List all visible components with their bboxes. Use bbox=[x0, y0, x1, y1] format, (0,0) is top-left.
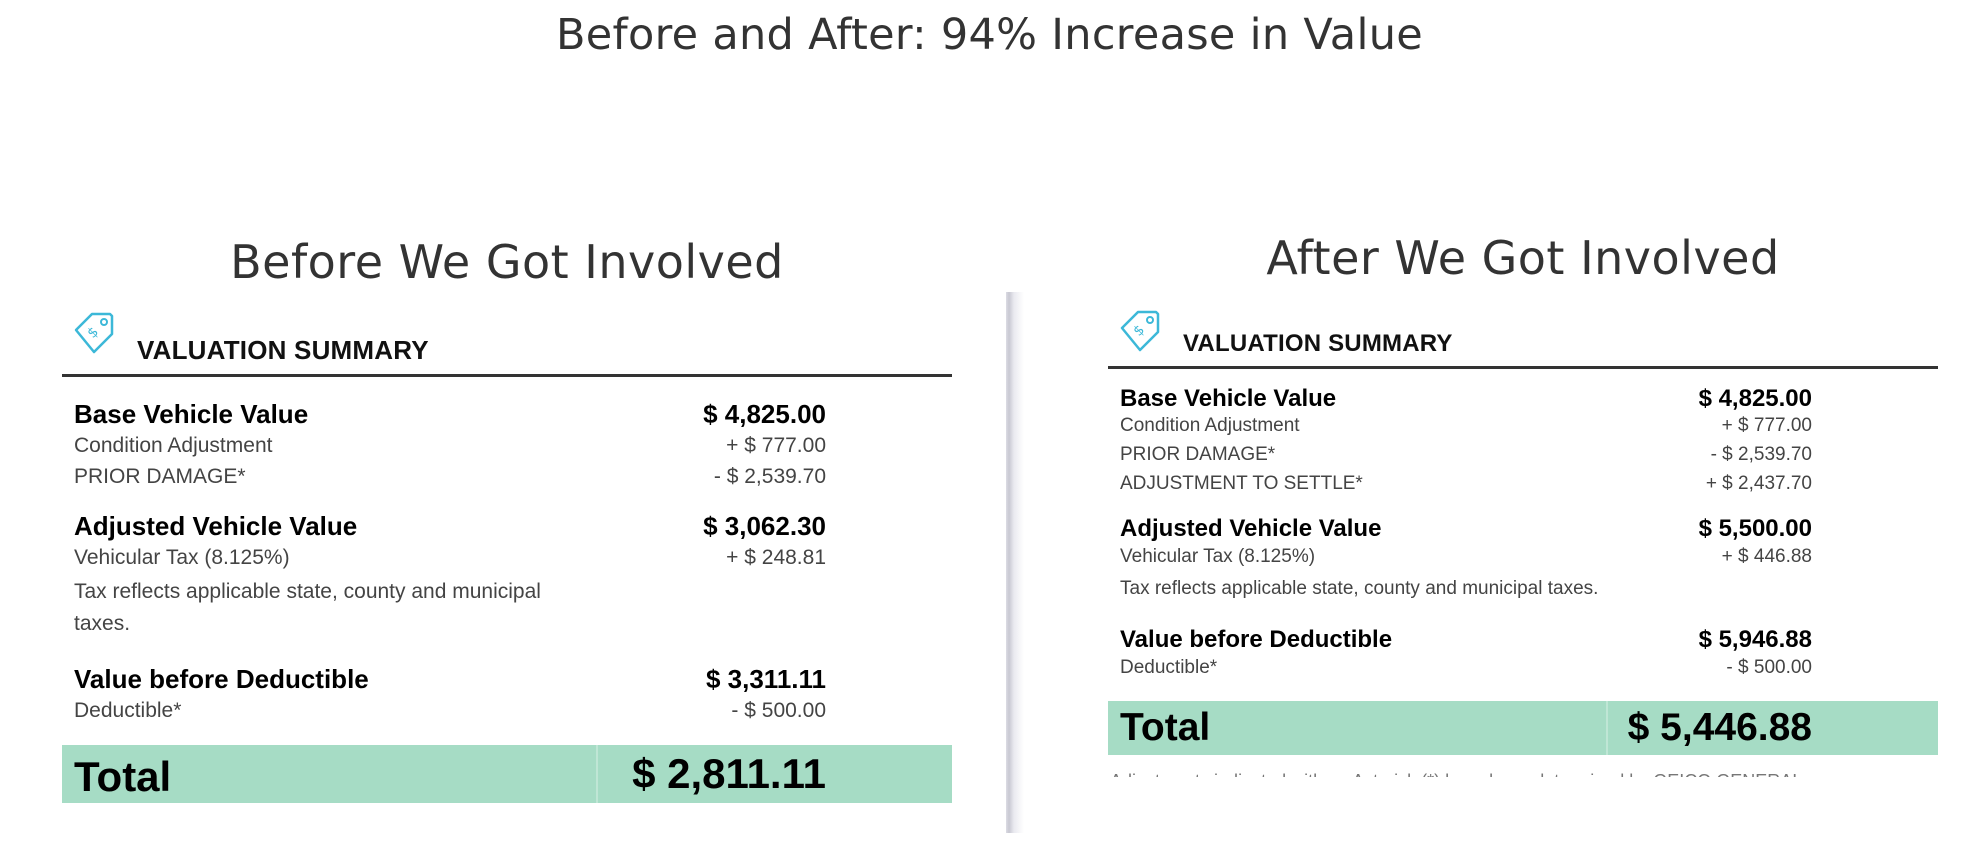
before-valuation-document: $ VALUATION SUMMARY Base Vehicle Value $… bbox=[62, 312, 952, 803]
vehicular-tax-label: Vehicular Tax (8.125%) bbox=[1120, 546, 1316, 567]
page-title: Before and After: 94% Increase in Value bbox=[555, 10, 1424, 60]
after-heading: After We Got Involved bbox=[1266, 231, 1780, 285]
adjusted-vehicle-value-label: Adjusted Vehicle Value bbox=[1120, 515, 1382, 542]
adjustment-to-settle-row: ADJUSTMENT TO SETTLE* + $ 2,437.70 bbox=[1108, 473, 1938, 495]
total-amount: $ 5,446.88 bbox=[1627, 706, 1812, 749]
price-tag-dollar-icon: $ bbox=[70, 312, 118, 362]
deductible-row: Deductible* - $ 500.00 bbox=[1108, 657, 1938, 679]
valuation-summary-title: VALUATION SUMMARY bbox=[1183, 330, 1453, 357]
vehicular-tax-amount: + $ 446.88 bbox=[1721, 546, 1812, 567]
svg-text:$: $ bbox=[84, 324, 102, 342]
base-vehicle-value-row: Base Vehicle Value $ 4,825.00 bbox=[62, 399, 952, 430]
adjusted-vehicle-value-row: Adjusted Vehicle Value $ 3,062.30 bbox=[62, 511, 952, 542]
vehicular-tax-amount: + $ 248.81 bbox=[726, 546, 826, 569]
adjustment-to-settle-label: ADJUSTMENT TO SETTLE* bbox=[1120, 473, 1363, 494]
condition-adjustment-label: Condition Adjustment bbox=[74, 434, 273, 457]
total-label: Total bbox=[1120, 706, 1211, 749]
value-before-deductible-amount: $ 5,946.88 bbox=[1698, 626, 1812, 653]
valuation-summary-title: VALUATION SUMMARY bbox=[137, 335, 429, 365]
tax-note: Tax reflects applicable state, county an… bbox=[74, 580, 541, 635]
vehicular-tax-row: Vehicular Tax (8.125%) + $ 446.88 bbox=[1108, 546, 1938, 568]
value-before-deductible-label: Value before Deductible bbox=[74, 664, 369, 694]
condition-adjustment-amount: + $ 777.00 bbox=[1721, 415, 1812, 436]
total-label: Total bbox=[74, 753, 172, 800]
deductible-label: Deductible* bbox=[1120, 657, 1218, 678]
base-vehicle-value-amount: $ 4,825.00 bbox=[703, 399, 826, 429]
footnote-cut-off: Adjustments indicated with an Asterisk (… bbox=[1108, 767, 1938, 777]
tax-note: Tax reflects applicable state, county an… bbox=[1120, 578, 1599, 599]
prior-damage-row: PRIOR DAMAGE* - $ 2,539.70 bbox=[62, 465, 952, 489]
value-before-deductible-amount: $ 3,311.11 bbox=[705, 664, 826, 694]
adjusted-vehicle-value-row: Adjusted Vehicle Value $ 5,500.00 bbox=[1108, 515, 1938, 543]
adjusted-vehicle-value-label: Adjusted Vehicle Value bbox=[74, 511, 358, 541]
value-before-deductible-row: Value before Deductible $ 3,311.11 bbox=[62, 664, 952, 695]
vehicular-tax-label: Vehicular Tax (8.125%) bbox=[74, 546, 290, 569]
adjustment-to-settle-amount: + $ 2,437.70 bbox=[1705, 473, 1812, 494]
vehicular-tax-row: Vehicular Tax (8.125%) + $ 248.81 bbox=[62, 546, 952, 570]
base-vehicle-value-label: Base Vehicle Value bbox=[1120, 385, 1337, 412]
condition-adjustment-amount: + $ 777.00 bbox=[726, 434, 826, 457]
prior-damage-row: PRIOR DAMAGE* - $ 2,539.70 bbox=[1108, 444, 1938, 466]
panel-divider bbox=[1006, 292, 1024, 833]
total-amount: $ 2,811.11 bbox=[632, 750, 826, 797]
base-vehicle-value-row: Base Vehicle Value $ 4,825.00 bbox=[1108, 385, 1938, 413]
before-heading: Before We Got Involved bbox=[230, 235, 784, 289]
after-valuation-document: $ VALUATION SUMMARY Base Vehicle Value $… bbox=[1108, 310, 1938, 777]
adjusted-vehicle-value-amount: $ 5,500.00 bbox=[1698, 515, 1812, 542]
deductible-amount: - $ 500.00 bbox=[1726, 657, 1812, 678]
valuation-header: $ VALUATION SUMMARY bbox=[62, 312, 952, 377]
value-before-deductible-row: Value before Deductible $ 5,946.88 bbox=[1108, 626, 1938, 654]
prior-damage-label: PRIOR DAMAGE* bbox=[1120, 444, 1276, 465]
total-row: Total $ 2,811.11 bbox=[62, 745, 952, 803]
base-vehicle-value-amount: $ 4,825.00 bbox=[1698, 385, 1812, 412]
condition-adjustment-row: Condition Adjustment + $ 777.00 bbox=[1108, 415, 1938, 437]
prior-damage-amount: - $ 2,539.70 bbox=[1710, 444, 1812, 465]
prior-damage-amount: - $ 2,539.70 bbox=[713, 465, 826, 488]
condition-adjustment-label: Condition Adjustment bbox=[1120, 415, 1300, 436]
price-tag-dollar-icon: $ bbox=[1116, 310, 1164, 360]
valuation-header: $ VALUATION SUMMARY bbox=[1108, 310, 1938, 369]
deductible-label: Deductible* bbox=[74, 699, 182, 722]
total-row: Total $ 5,446.88 bbox=[1108, 701, 1938, 755]
deductible-amount: - $ 500.00 bbox=[731, 699, 826, 722]
svg-text:$: $ bbox=[1130, 322, 1148, 340]
value-before-deductible-label: Value before Deductible bbox=[1120, 626, 1393, 653]
deductible-row: Deductible* - $ 500.00 bbox=[62, 699, 952, 723]
adjusted-vehicle-value-amount: $ 3,062.30 bbox=[703, 511, 826, 541]
prior-damage-label: PRIOR DAMAGE* bbox=[74, 465, 246, 488]
base-vehicle-value-label: Base Vehicle Value bbox=[74, 399, 309, 429]
condition-adjustment-row: Condition Adjustment + $ 777.00 bbox=[62, 434, 952, 458]
